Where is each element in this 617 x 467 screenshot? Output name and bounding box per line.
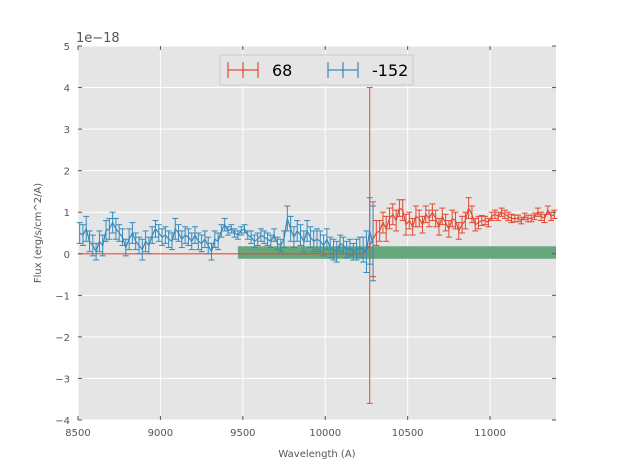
y-tick-label: 4 bbox=[64, 84, 70, 95]
x-tick-label: 11000 bbox=[474, 428, 506, 439]
y-tick-label: 2 bbox=[64, 167, 70, 178]
series-line bbox=[79, 218, 374, 254]
y-tick-label: 5 bbox=[64, 42, 70, 53]
y-axis-label: Flux (erg/s/cm^2/A) bbox=[33, 183, 44, 283]
x-tick-label: 9000 bbox=[148, 428, 173, 439]
y-tick-label: 3 bbox=[64, 125, 70, 136]
x-axis-label: Wavelength (A) bbox=[278, 449, 355, 460]
x-tick-label: 9500 bbox=[230, 428, 255, 439]
series-red bbox=[78, 87, 558, 404]
y-tick-label: −1 bbox=[55, 291, 70, 302]
y-tick-label: 1 bbox=[64, 208, 70, 219]
y-tick-label: −4 bbox=[55, 416, 70, 427]
legend: 68 -152 bbox=[219, 54, 414, 86]
y-tick-label: 0 bbox=[64, 250, 70, 261]
x-tick-label: 10500 bbox=[392, 428, 424, 439]
shaded-band bbox=[237, 246, 556, 259]
legend-label: -152 bbox=[372, 61, 408, 80]
series-blue bbox=[76, 197, 377, 282]
legend-label: 68 bbox=[272, 61, 292, 80]
y-tick-label: −3 bbox=[55, 374, 70, 385]
x-tick-label: 10000 bbox=[309, 428, 341, 439]
y-tick-label: −2 bbox=[55, 333, 70, 344]
y-offset-label: 1e−18 bbox=[76, 31, 120, 46]
x-tick-label: 8500 bbox=[65, 428, 90, 439]
